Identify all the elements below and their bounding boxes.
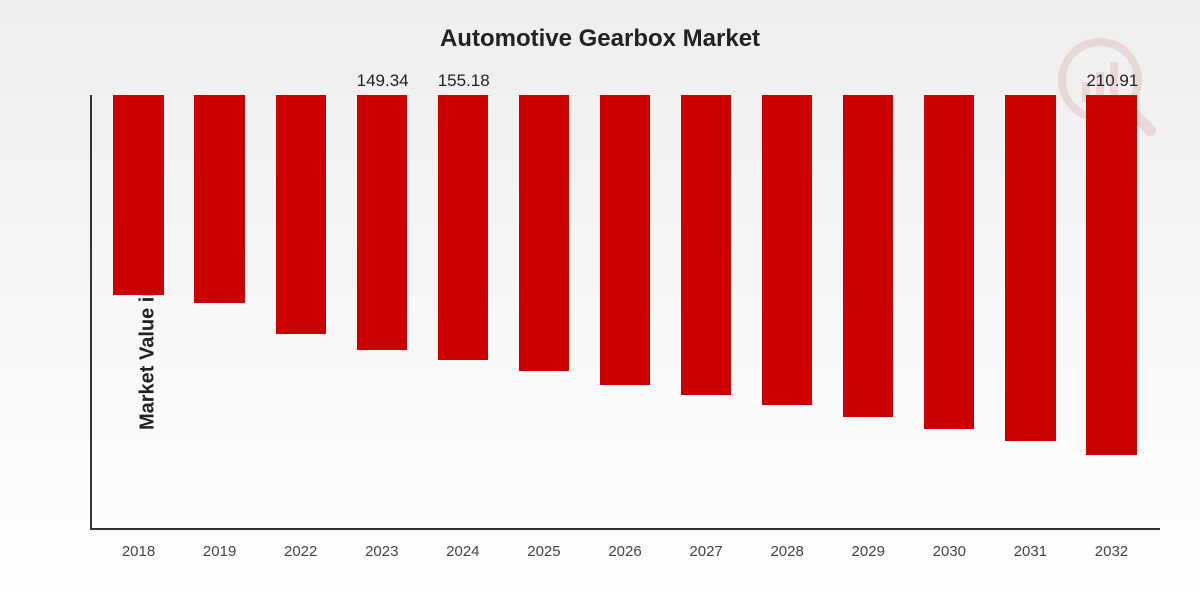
x-tick-label: 2019 [179, 543, 260, 560]
x-tick-label: 2018 [98, 543, 179, 560]
bar-slot: 149.34 [341, 95, 422, 530]
bar: 149.34 [357, 95, 407, 350]
x-tick-label: 2022 [260, 543, 341, 560]
plot-area: 149.34 155.18 210.91 [90, 95, 1160, 530]
x-labels-container: 2018201920222023202420252026202720282029… [90, 543, 1160, 560]
bar [1005, 95, 1055, 441]
x-tick-label: 2026 [584, 543, 665, 560]
bar-slot [990, 95, 1071, 530]
bar [194, 95, 244, 303]
bar-slot [98, 95, 179, 530]
bar: 155.18 [438, 95, 488, 360]
bar [276, 95, 326, 334]
bar [681, 95, 731, 395]
bar-slot [179, 95, 260, 530]
x-tick-label: 2032 [1071, 543, 1152, 560]
bar [519, 95, 569, 371]
x-tick-label: 2030 [909, 543, 990, 560]
bar-slot [503, 95, 584, 530]
bar-slot [260, 95, 341, 530]
bar [924, 95, 974, 429]
x-tick-label: 2027 [666, 543, 747, 560]
bar-value-label: 210.91 [1086, 71, 1138, 91]
x-tick-label: 2028 [747, 543, 828, 560]
bar-slot [828, 95, 909, 530]
bar-slot [909, 95, 990, 530]
bar [843, 95, 893, 417]
x-tick-label: 2025 [503, 543, 584, 560]
x-tick-label: 2023 [341, 543, 422, 560]
bar-slot: 155.18 [422, 95, 503, 530]
bar-value-label: 155.18 [438, 71, 490, 91]
bar-slot [584, 95, 665, 530]
x-tick-label: 2024 [422, 543, 503, 560]
bar-slot: 210.91 [1071, 95, 1152, 530]
bars-container: 149.34 155.18 210.91 [90, 95, 1160, 530]
bar [762, 95, 812, 405]
bar-slot [666, 95, 747, 530]
x-tick-label: 2029 [828, 543, 909, 560]
bar-value-label: 149.34 [357, 71, 409, 91]
bar [113, 95, 163, 295]
page-title: Automotive Gearbox Market [0, 25, 1200, 53]
x-tick-label: 2031 [990, 543, 1071, 560]
bar-slot [747, 95, 828, 530]
bar: 210.91 [1086, 95, 1136, 455]
bar [600, 95, 650, 385]
